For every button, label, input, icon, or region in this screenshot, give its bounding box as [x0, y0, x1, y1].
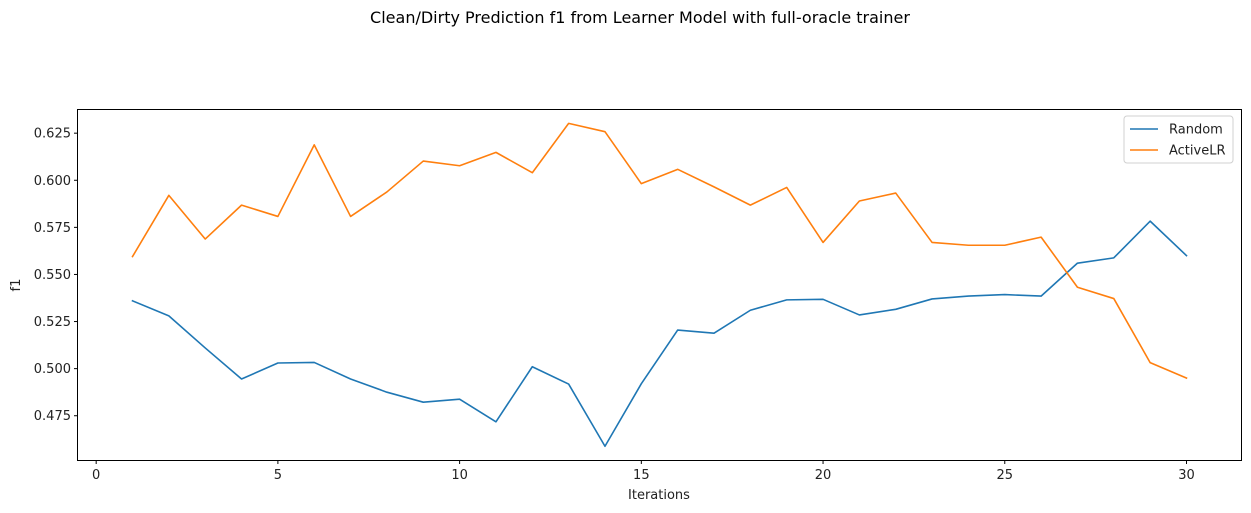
x-tick-label: 15: [633, 468, 650, 483]
y-tick-label: 0.600: [34, 174, 71, 189]
y-tick-label: 0.500: [34, 362, 71, 377]
x-tick-label: 20: [815, 468, 832, 483]
y-axis-title: f1: [9, 279, 24, 292]
y-tick-label: 0.525: [34, 315, 71, 330]
plot-area: [131, 122, 1188, 448]
x-axis-title: Iterations: [628, 488, 690, 503]
y-axis: 0.475 0.500 0.525 0.550 0.575 0.600 0.625: [34, 127, 78, 424]
plot-frame: [77, 109, 1242, 461]
y-tick-label: 0.550: [34, 268, 71, 283]
x-tick-label: 5: [274, 468, 282, 483]
y-tick-label: 0.475: [34, 409, 71, 424]
x-tick-label: 30: [1178, 468, 1195, 483]
chart-title: Clean/Dirty Prediction f1 from Learner M…: [370, 8, 910, 27]
legend-label: ActiveLR: [1169, 144, 1226, 159]
x-tick-label: 10: [451, 468, 468, 483]
x-axis: 0 5 10 15 20 25 30: [92, 460, 1195, 483]
legend-label: Random: [1169, 123, 1223, 138]
x-tick-label: 25: [996, 468, 1013, 483]
legend: Random ActiveLR: [1123, 115, 1234, 164]
x-tick-label: 0: [92, 468, 100, 483]
y-tick-label: 0.625: [34, 127, 71, 142]
y-tick-label: 0.575: [34, 221, 71, 236]
legend-box: [1123, 115, 1234, 164]
series-line-random: [131, 220, 1188, 448]
series-line-activelr: [131, 122, 1188, 380]
